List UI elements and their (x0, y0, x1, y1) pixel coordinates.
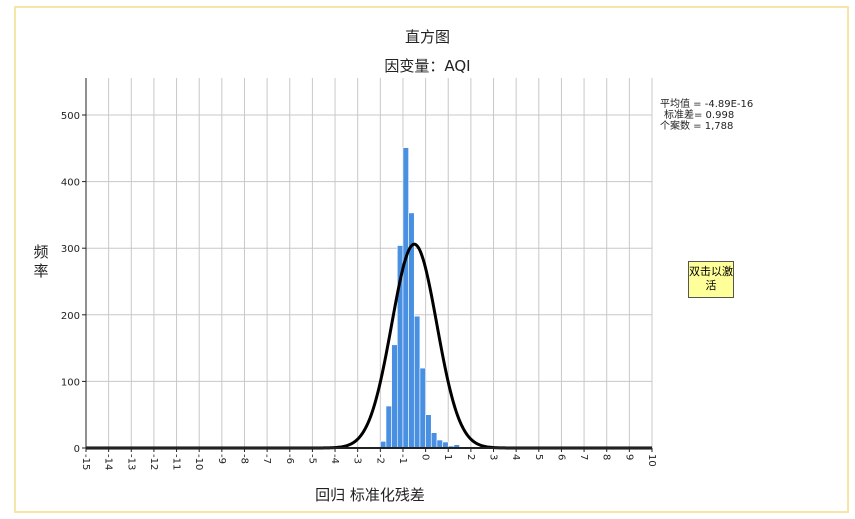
y-tick-label: 300 (61, 244, 80, 255)
x-tick-label: -8 (238, 454, 249, 464)
x-tick-label: 0 (420, 454, 431, 460)
x-tick-label: -12 (148, 454, 159, 470)
chart-subtitle: 因变量：AQI (384, 57, 471, 75)
x-tick-label: 6 (555, 454, 566, 460)
x-tick-label: 5 (533, 454, 544, 460)
x-tick-label: -6 (284, 454, 295, 464)
activate-button[interactable]: 双击以激活 (688, 261, 734, 298)
x-tick-label: -13 (125, 454, 136, 470)
y-tick-label: 400 (61, 178, 80, 189)
histogram-bar (402, 147, 409, 449)
x-tick-label: -4 (329, 454, 340, 464)
y-tick-label: 500 (61, 111, 80, 122)
y-tick-label: 100 (61, 377, 80, 388)
chart-title: 直方图 (404, 28, 450, 46)
x-tick-label: 4 (510, 454, 521, 460)
histogram-bar (391, 344, 398, 449)
mean-stat: 平均值 = -4.89E-16 (660, 99, 754, 110)
x-tick-label: 9 (623, 454, 634, 460)
x-tick-label: -9 (216, 454, 227, 464)
normal-curve (86, 242, 652, 450)
x-tick-label: -11 (171, 454, 182, 470)
y-tick-label: 200 (61, 311, 80, 322)
x-tick-label: 3 (488, 454, 499, 460)
sd-stat: 标准差= 0.998 (664, 110, 735, 121)
y-axis-label: 频率 (33, 243, 49, 280)
histogram-bar (436, 439, 443, 449)
histogram-bar (430, 432, 438, 449)
histogram-bar (419, 367, 426, 449)
statistics-box: 平均值 = -4.89E-16 标准差= 0.998 个案数 = 1,788 (660, 99, 753, 132)
y-tick-label: 0 (74, 444, 80, 455)
x-tick-label: 10 (646, 454, 657, 467)
x-tick-label: 7 (578, 454, 589, 460)
x-tick-label: -14 (103, 454, 114, 470)
x-tick-label: -15 (80, 454, 91, 470)
histogram-bar (385, 405, 392, 449)
x-axis-label: 回归 标准化残差 (315, 486, 425, 504)
x-tick-label: -3 (352, 454, 363, 464)
x-tick-label: -1 (397, 454, 408, 464)
n-stat: 个案数 = 1,788 (660, 121, 734, 132)
x-tick-label: 2 (465, 454, 476, 460)
x-tick-label: -5 (306, 454, 317, 464)
x-tick-label: -7 (261, 454, 272, 464)
histogram-bar (413, 315, 421, 449)
x-tick-label: 8 (601, 454, 612, 460)
x-tick-label: 1 (442, 454, 453, 460)
x-tick-label: -2 (374, 454, 385, 464)
x-tick-label: -10 (193, 454, 204, 470)
histogram-bar (425, 414, 432, 449)
